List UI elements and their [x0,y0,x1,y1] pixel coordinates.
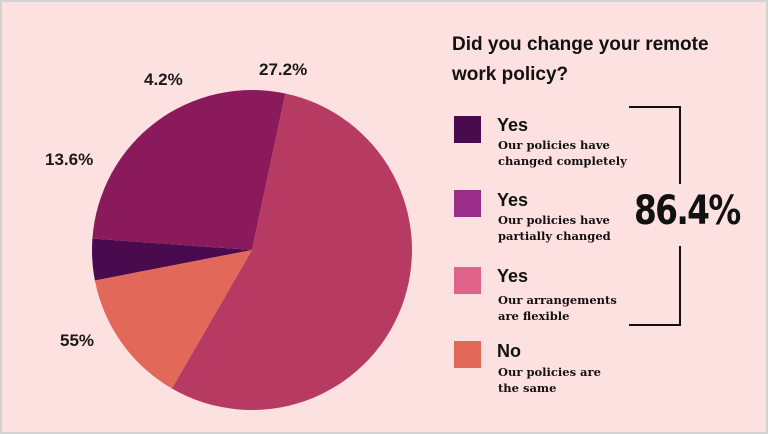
legend-swatch-same [454,341,481,368]
data-label-partially-changed: 27.2% [259,60,308,79]
legend-label-changed-completely: Yes [497,115,529,135]
data-label-flexible: 55% [60,331,95,350]
pie-slice-partially-changed [92,89,286,250]
bracket-top [629,106,681,108]
bracket-bottom [629,324,681,326]
pie-slice-same [94,250,252,389]
legend-label-same: No [497,341,521,361]
data-label-same: 13.6% [45,150,94,169]
legend-label-flexible: Yes [497,266,529,286]
total-yes-annotation: 86.4% [634,188,741,234]
bracket-right-lower [679,246,681,326]
legend-swatch-partially-changed [454,190,481,217]
data-label-changed-completely: 4.2% [144,70,183,89]
legend-desc-changed-completely: Our policies have changed completely [498,138,627,168]
legend-desc-same: Our policies are the same [498,365,601,395]
pie-slice-changed-completely [91,238,252,281]
legend-swatch-flexible [454,267,481,294]
legend-desc-flexible: Our arrangements are flexible [498,293,617,323]
legend-label-partially-changed: Yes [497,190,529,210]
bracket-right-upper [679,106,681,184]
chart-title: Did you change your remote work policy? [452,34,709,85]
legend-desc-partially-changed: Our policies have partially changed [498,213,611,243]
legend-swatch-changed-completely [454,116,481,143]
pie-slice-flexible [171,93,412,410]
